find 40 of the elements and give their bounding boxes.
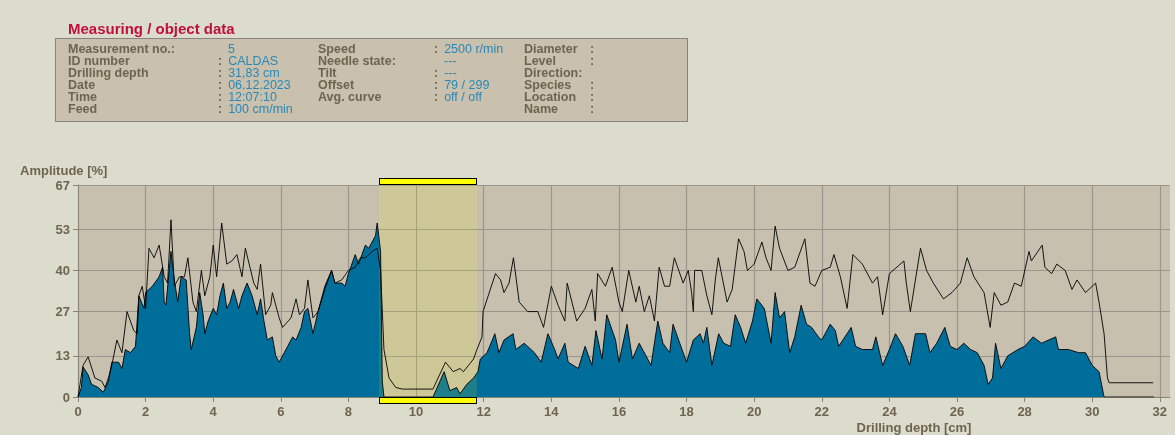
text: Feed : 100 cm/min [68, 102, 293, 116]
x-tick-label: 18 [679, 404, 694, 419]
x-tick-label: 30 [1085, 404, 1100, 419]
text: ID number : CALDAS [68, 54, 279, 68]
y-axis-title: Amplitude [%] [20, 163, 108, 178]
x-axis-title: Drilling depth [cm] [856, 420, 972, 435]
x-tick-label: 22 [814, 404, 830, 419]
x-tick-label: 20 [746, 404, 762, 419]
x-tick-label: 24 [882, 404, 898, 419]
x-tick-label: 8 [344, 404, 353, 419]
text: Species : [524, 78, 595, 92]
text: Avg. curve : off / off [318, 90, 482, 104]
y-tick-label: 13 [55, 348, 70, 364]
x-tick-label: 14 [544, 404, 560, 419]
x-tick-label: 16 [611, 404, 627, 419]
y-tick-label: 27 [55, 304, 70, 320]
text: Level : [524, 54, 595, 68]
x-tick-label: 12 [476, 404, 491, 419]
x-tick-label: 4 [209, 404, 218, 419]
x-tick-label: 32 [1152, 404, 1168, 419]
text: Offset : 79 / 299 [318, 78, 490, 92]
text: Name : [524, 102, 595, 116]
x-tick-label: 10 [408, 404, 424, 419]
text: Speed : 2500 r/min [318, 42, 504, 56]
text: Diameter : [524, 42, 595, 56]
text: Direction: [524, 66, 584, 80]
text: Tilt : --- [318, 66, 457, 80]
x-tick-label: 6 [277, 404, 285, 419]
chart-title: Measuring / object data [68, 20, 235, 37]
x-tick-label: 0 [74, 404, 82, 419]
x-tick-label: 2 [142, 404, 150, 419]
y-tick-label: 40 [55, 262, 70, 278]
x-tick-label: 26 [949, 404, 965, 419]
y-tick-label: 53 [55, 221, 70, 237]
text: Measurement no.: 5 [68, 42, 235, 56]
text: Time : 12:07:10 [68, 90, 277, 104]
x-tick-label: 28 [1017, 404, 1032, 419]
text: Drilling depth : 31,83 cm [68, 66, 280, 80]
y-tick-label: 0 [62, 389, 70, 405]
y-tick-label: 67 [55, 177, 70, 193]
